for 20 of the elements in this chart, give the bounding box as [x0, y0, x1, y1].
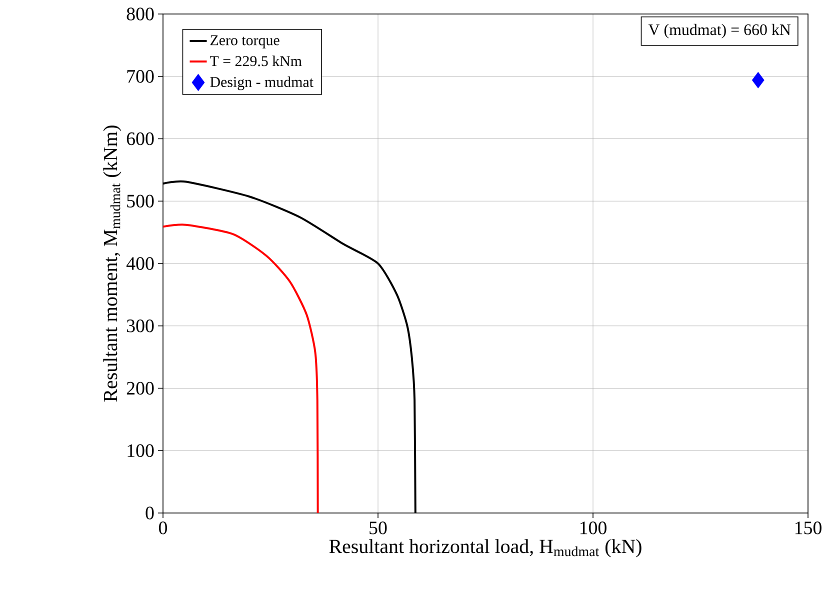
y-tick-label: 600 [126, 132, 154, 146]
x-tick-label: 50 [370, 522, 387, 534]
y-axis-title: Resultant moment, M$_{mudmat}$ (kNm) [103, 126, 122, 402]
y-tick-label: 100 [128, 444, 154, 458]
y-tick-label: 400 [126, 257, 154, 270]
x-tick-label: 150 [795, 522, 822, 534]
y-tick-label: 800 [126, 8, 154, 20]
annotation: V (mudmat) = 660 kN [648, 24, 791, 38]
y-tick-label: 700 [127, 70, 154, 83]
line-series [162, 224, 319, 514]
x-axis-title: Resultant horizontal load, H$_{mudmat}$ (kN) [329, 539, 642, 558]
legend-label: T = 229.5 kNm [210, 56, 302, 66]
legend-label: Zero torque [210, 35, 280, 48]
x-tick-label: 0 [158, 522, 168, 534]
y-tick-label: 300 [126, 319, 154, 332]
legend-label: Design - mudmat [210, 76, 314, 90]
y-tick-label: 200 [126, 382, 154, 395]
x-tick-label: 100 [580, 522, 606, 534]
y-tick-label: 500 [127, 194, 154, 208]
y-tick-label: 0 [146, 506, 154, 520]
